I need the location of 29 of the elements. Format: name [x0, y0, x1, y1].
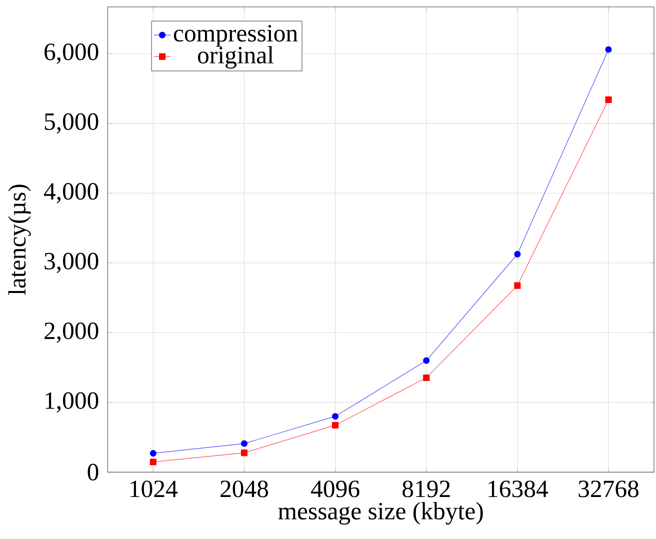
- y-tick-label: 5,000: [44, 113, 98, 134]
- x-axis-title: message size (kbyte): [278, 502, 483, 524]
- point: [605, 46, 612, 53]
- point: [150, 450, 156, 456]
- point: [514, 250, 521, 258]
- point: [240, 449, 248, 456]
- x-tick-label: 32768: [578, 480, 638, 498]
- legend-label: compression: [174, 24, 298, 46]
- y-tick-label: 2,000: [44, 322, 98, 343]
- point: [605, 96, 612, 103]
- x-tick-label: 8192: [402, 480, 450, 498]
- y-tick-label: 0: [88, 464, 98, 480]
- y-tick-label: 6,000: [44, 43, 98, 64]
- x-tick-label: 16384: [488, 480, 548, 498]
- point: [332, 422, 339, 428]
- x-tick-label: 4096: [311, 480, 360, 498]
- y-tick-label: 1,000: [46, 392, 98, 412]
- point: [240, 440, 248, 447]
- point: [423, 357, 430, 364]
- point: [332, 412, 339, 420]
- legend-label: original: [198, 46, 274, 68]
- y-tick-label: 4,000: [44, 182, 98, 204]
- y-axis-title: latency(µs): [8, 184, 31, 295]
- point: [514, 282, 521, 289]
- y-tick-label: 3,000: [44, 252, 98, 273]
- point: [423, 374, 430, 381]
- x-tick-label: 1024: [130, 480, 178, 498]
- x-tick-label: 2048: [220, 480, 268, 498]
- point: [150, 458, 156, 466]
